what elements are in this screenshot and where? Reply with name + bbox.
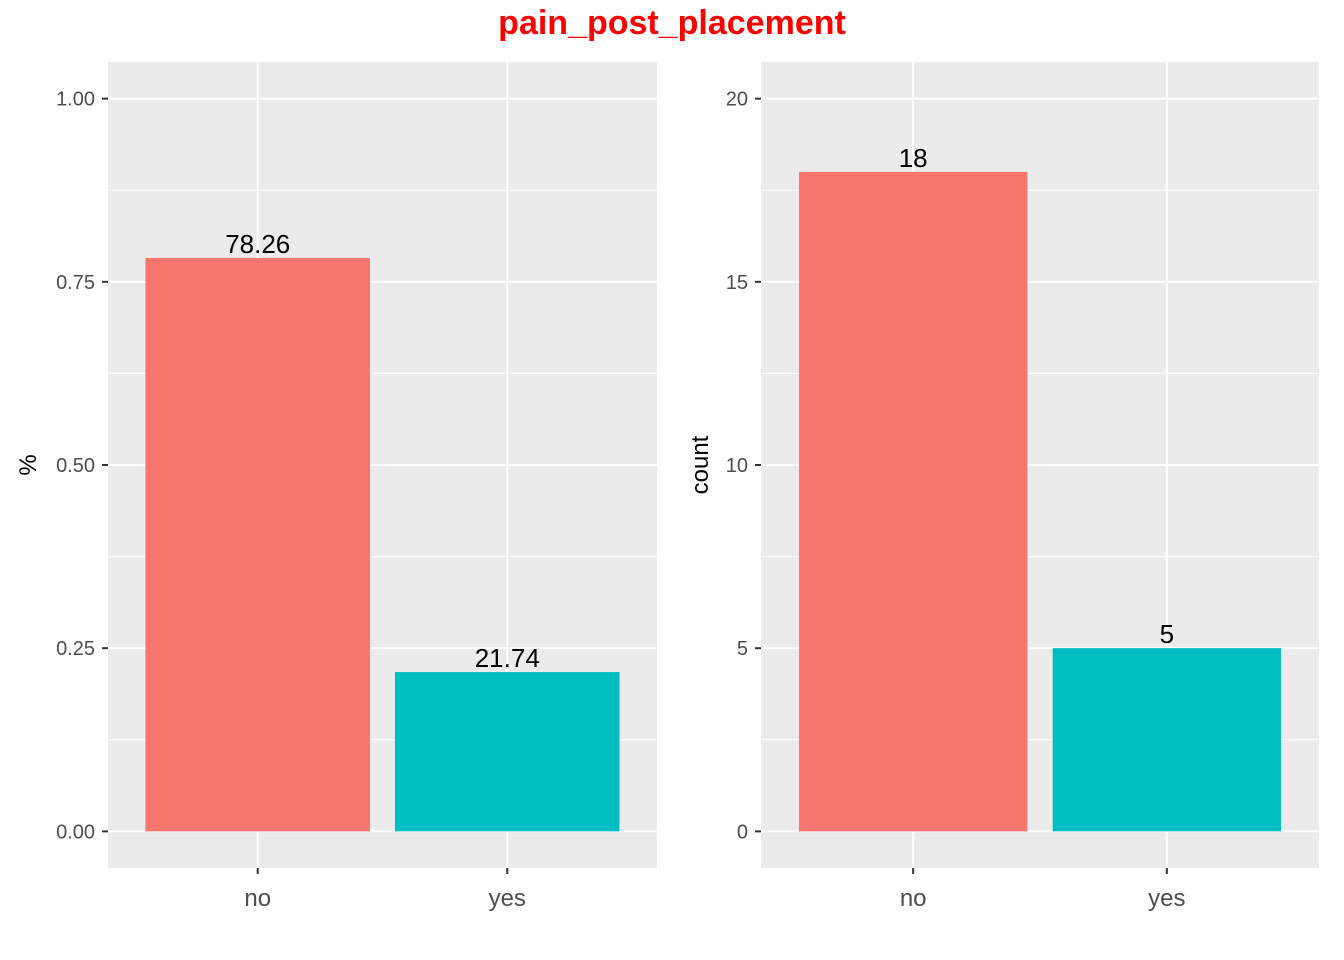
percent-y-tick-label: 1.00	[56, 89, 95, 111]
count-x-tick-label-yes: yes	[1148, 885, 1185, 912]
percent-y-tick-label: 0.50	[56, 455, 95, 477]
percent-y-tick-label: 0.25	[56, 638, 95, 660]
percent-y-axis-title: %	[15, 454, 42, 475]
percent-x-tick-label-yes: yes	[489, 885, 526, 912]
count-x-tick-label-no: no	[900, 885, 927, 912]
count-y-tick-label: 5	[737, 638, 748, 660]
count-bar-no	[799, 171, 1028, 832]
count-y-tick-label: 10	[726, 455, 748, 477]
count-bar-yes	[1052, 648, 1281, 832]
percent-y-tick-label: 0.00	[56, 821, 95, 843]
count-y-tick-label: 0	[737, 821, 748, 843]
count-y-tick-label: 15	[726, 272, 748, 294]
percent-bar-no	[145, 257, 371, 832]
page-title: pain_post_placement	[498, 4, 846, 42]
percent-y-tick-label: 0.75	[56, 272, 95, 294]
percent-data-label-no: 78.26	[225, 229, 290, 259]
count-data-label-yes: 5	[1160, 619, 1174, 649]
count-y-axis-title: count	[687, 435, 714, 494]
percent-bar-yes	[394, 672, 620, 832]
count-data-label-no: 18	[899, 143, 928, 173]
count-y-tick-label: 20	[726, 89, 748, 111]
percent-x-tick-label-no: no	[244, 885, 271, 912]
percent-data-label-yes: 21.74	[475, 643, 540, 673]
